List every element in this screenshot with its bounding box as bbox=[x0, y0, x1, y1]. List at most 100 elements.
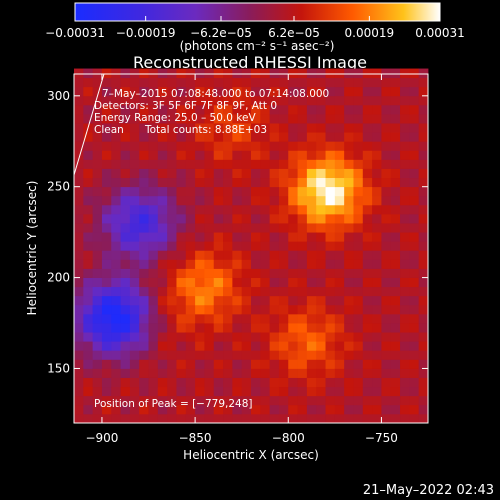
heatmap-cell bbox=[92, 304, 103, 315]
heatmap-cell bbox=[334, 213, 345, 224]
heatmap-cell bbox=[269, 168, 280, 179]
heatmap-cell bbox=[92, 177, 103, 188]
heatmap-cell bbox=[316, 232, 326, 242]
heatmap-cell bbox=[400, 386, 410, 397]
heatmap-cell bbox=[223, 323, 233, 333]
heatmap-cell bbox=[334, 350, 345, 360]
heatmap-cell bbox=[372, 286, 382, 297]
heatmap-cell bbox=[83, 277, 94, 288]
heatmap-cell bbox=[269, 386, 280, 397]
heatmap-cell bbox=[241, 250, 252, 260]
heatmap-cell bbox=[204, 86, 215, 97]
heatmap-cell bbox=[101, 213, 112, 224]
heatmap-cell bbox=[148, 213, 159, 224]
heatmap-cell bbox=[92, 404, 103, 415]
heatmap-cell bbox=[334, 95, 345, 106]
heatmap-cell bbox=[344, 323, 354, 333]
heatmap-cell bbox=[92, 168, 103, 179]
heatmap-cell bbox=[157, 168, 168, 179]
heatmap-cell bbox=[372, 186, 382, 197]
heatmap-cell bbox=[176, 141, 187, 151]
heatmap-cell bbox=[185, 395, 196, 406]
heatmap-cell bbox=[297, 204, 308, 215]
heatmap-cell bbox=[241, 223, 252, 233]
heatmap-cell bbox=[362, 150, 373, 160]
heatmap-cell bbox=[306, 141, 317, 151]
heatmap-cell bbox=[344, 95, 354, 106]
heatmap-cell bbox=[139, 413, 149, 424]
heatmap-cell bbox=[185, 241, 196, 251]
heatmap-cell bbox=[418, 259, 429, 269]
heatmap-cell bbox=[372, 259, 382, 269]
heatmap-cell bbox=[120, 113, 131, 124]
heatmap-cell bbox=[325, 68, 336, 79]
heatmap-cell bbox=[74, 159, 84, 169]
x-axis-label: Heliocentric X (arcsec) bbox=[183, 448, 319, 462]
heatmap-cell bbox=[195, 195, 205, 206]
heatmap-cell bbox=[344, 413, 354, 424]
heatmap-cell bbox=[74, 177, 84, 188]
heatmap-cell bbox=[278, 132, 289, 142]
heatmap-cell bbox=[185, 123, 196, 133]
heatmap-cell bbox=[129, 241, 140, 251]
heatmap-cell bbox=[232, 413, 243, 424]
heatmap-cell bbox=[306, 377, 317, 388]
heatmap-cell bbox=[306, 395, 317, 406]
heatmap-cell bbox=[185, 159, 196, 169]
heatmap-cell bbox=[409, 159, 420, 169]
heatmap-cell bbox=[297, 168, 308, 179]
heatmap-cell bbox=[204, 223, 215, 233]
heatmap-cell bbox=[101, 159, 112, 169]
heatmap-cell bbox=[362, 332, 373, 342]
heatmap-cell bbox=[362, 286, 373, 297]
heatmap-cell bbox=[120, 332, 131, 342]
heatmap-cell bbox=[129, 304, 140, 315]
heatmap-cell bbox=[139, 259, 149, 269]
heatmap-cell bbox=[418, 213, 429, 224]
heatmap-cell bbox=[204, 141, 215, 151]
heatmap-cell bbox=[195, 186, 205, 197]
heatmap-cell bbox=[74, 386, 84, 397]
heatmap-cell bbox=[260, 250, 271, 260]
heatmap-cell bbox=[232, 86, 243, 97]
heatmap-cell bbox=[390, 277, 401, 288]
heatmap-cell bbox=[157, 177, 168, 188]
heatmap-cell bbox=[157, 404, 168, 415]
heatmap-cell bbox=[362, 168, 373, 179]
heatmap-cell bbox=[297, 332, 308, 342]
heatmap-cell bbox=[148, 177, 159, 188]
heatmap-cell bbox=[74, 95, 84, 106]
heatmap-cell bbox=[334, 395, 345, 406]
heatmap-cell bbox=[390, 350, 401, 360]
heatmap-cell bbox=[195, 123, 205, 133]
heatmap-cell bbox=[372, 359, 382, 369]
x-tick-label: −800 bbox=[272, 431, 305, 445]
heatmap-cell bbox=[251, 395, 261, 406]
heatmap-cell bbox=[74, 168, 84, 179]
heatmap-cell bbox=[260, 95, 271, 106]
heatmap-cell bbox=[83, 386, 94, 397]
heatmap-cell bbox=[111, 386, 121, 397]
heatmap-cell bbox=[101, 195, 112, 206]
heatmap-cell bbox=[353, 132, 364, 142]
heatmap-cell bbox=[390, 195, 401, 206]
heatmap-cell bbox=[334, 377, 345, 388]
heatmap-cell bbox=[251, 168, 261, 179]
heatmap-cell bbox=[372, 332, 382, 342]
heatmap-cell bbox=[418, 232, 429, 242]
heatmap-cell bbox=[167, 132, 177, 142]
heatmap-cell bbox=[269, 368, 280, 378]
heatmap-cell bbox=[362, 313, 373, 324]
heatmap-cell bbox=[232, 132, 243, 142]
heatmap-cell bbox=[176, 186, 187, 197]
heatmap-cell bbox=[400, 213, 410, 224]
heatmap-cell bbox=[204, 295, 215, 306]
heatmap-cell bbox=[129, 359, 140, 369]
heatmap-cell bbox=[381, 213, 392, 224]
heatmap-cell bbox=[157, 77, 168, 88]
heatmap-cell bbox=[157, 113, 168, 124]
heatmap-cell bbox=[409, 168, 420, 179]
heatmap-cell bbox=[325, 95, 336, 106]
heatmap-cell bbox=[111, 413, 121, 424]
heatmap-cell bbox=[92, 232, 103, 242]
